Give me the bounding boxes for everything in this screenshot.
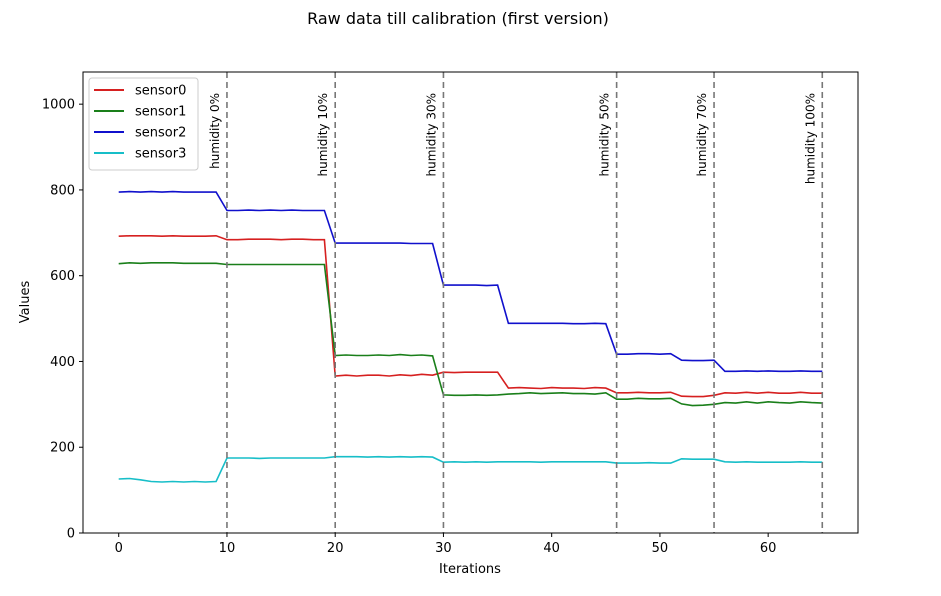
x-tick-label: 10 xyxy=(219,541,236,556)
y-tick-label: 400 xyxy=(50,355,75,370)
x-tick-label: 20 xyxy=(327,541,344,556)
x-axis-label: Iterations xyxy=(439,562,501,577)
humidity-marker-label: humidity 0% xyxy=(208,93,222,169)
plot-frame xyxy=(82,71,859,534)
legend-box xyxy=(88,77,199,171)
legend-label: sensor3 xyxy=(135,147,186,162)
plot-area: humidity 0% humidity 10% humidity 30% humid… xyxy=(118,72,824,533)
x-tick-label: 50 xyxy=(652,541,669,556)
y-tick-label: 800 xyxy=(50,183,75,198)
y-tick-label: 200 xyxy=(50,441,75,456)
series-line-sensor0 xyxy=(118,234,823,398)
x-axis: 0 10 20 30 40 50 60 xyxy=(115,533,777,556)
humidity-marker-label: humidity 50% xyxy=(598,93,612,176)
humidity-marker-label: humidity 100% xyxy=(803,93,817,184)
y-tick-label: 600 xyxy=(50,269,75,284)
humidity-marker-label: humidity 30% xyxy=(424,93,438,176)
chart-title: Raw data till calibration (first version… xyxy=(307,9,609,28)
y-axis-label: Values xyxy=(18,281,33,324)
x-tick-label: 60 xyxy=(760,541,777,556)
series-line-sensor2 xyxy=(118,190,823,373)
x-tick-label: 0 xyxy=(115,541,123,556)
legend: sensor0 sensor1 sensor2 sensor3 xyxy=(88,77,199,171)
x-tick-label: 40 xyxy=(543,541,560,556)
legend-label: sensor0 xyxy=(135,84,186,99)
x-tick-label: 30 xyxy=(435,541,452,556)
series-line-sensor1 xyxy=(118,261,823,407)
humidity-marker-label: humidity 70% xyxy=(695,93,709,176)
legend-label: sensor2 xyxy=(135,126,186,141)
y-axis: 0 200 400 600 800 1000 xyxy=(42,98,83,542)
y-tick-label: 0 xyxy=(67,527,75,542)
legend-label: sensor1 xyxy=(135,105,186,120)
series-line-sensor3 xyxy=(118,455,823,483)
y-tick-label: 1000 xyxy=(42,98,75,113)
humidity-marker-label: humidity 10% xyxy=(316,93,330,176)
